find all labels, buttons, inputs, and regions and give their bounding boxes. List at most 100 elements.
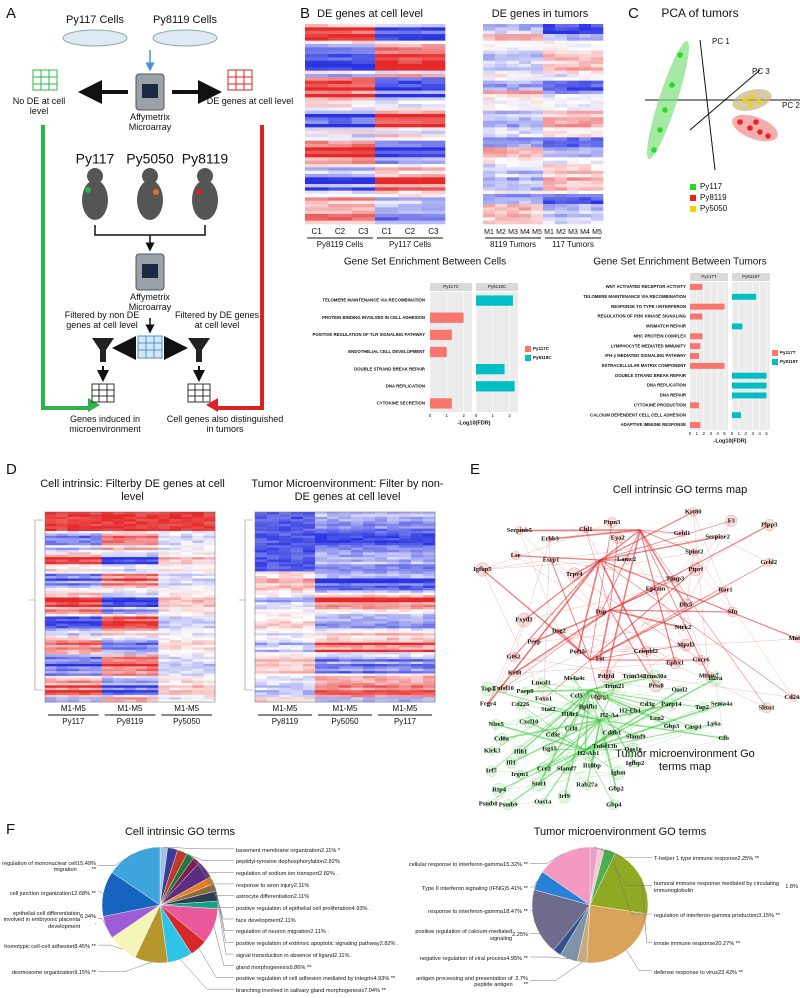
heatmap-cell <box>411 526 424 529</box>
heatmap-cell <box>279 516 292 520</box>
heatmap-cell <box>351 214 376 218</box>
heatmap-cell <box>531 50 544 55</box>
heatmap-cell <box>315 516 328 520</box>
heatmap-cell <box>579 44 592 48</box>
heatmap-cell <box>387 637 400 641</box>
heatmap-cell <box>421 127 446 131</box>
slice-label-text: 2.11% <box>280 917 296 924</box>
heatmap-cell <box>124 623 136 627</box>
heatmap-cell <box>315 642 328 646</box>
heatmap-cell <box>45 630 57 634</box>
heatmap-cell <box>507 87 520 91</box>
heatmap-cell <box>507 120 520 125</box>
heatmap-cell <box>327 588 340 591</box>
heatmap-cell <box>45 578 57 582</box>
heatmap-cell <box>124 514 136 518</box>
heatmap-cell <box>255 671 268 674</box>
heatmap-cell <box>411 523 424 527</box>
gene-label: Ccl5 <box>570 693 583 700</box>
heatmap-cell <box>327 604 340 608</box>
heatmap-cell <box>255 583 268 586</box>
network-node <box>543 742 556 756</box>
heatmap-cell <box>79 516 91 520</box>
heatmap-cell <box>351 197 376 201</box>
heatmap-cell <box>399 642 412 646</box>
heatmap-cell <box>147 545 159 548</box>
heatmap-cell <box>351 559 364 563</box>
heatmap-cell <box>279 542 292 546</box>
heatmap-cell <box>113 528 125 532</box>
heatmap-cell <box>255 519 268 522</box>
gene-label: Cd3e <box>546 731 561 738</box>
heatmap-cell <box>147 516 159 520</box>
heatmap-cell <box>328 167 352 171</box>
heatmap-cell <box>181 533 193 537</box>
heatmap-cell <box>305 74 329 78</box>
heatmap-cell <box>411 590 424 594</box>
bar <box>430 398 452 409</box>
group-label: Py8119 <box>117 717 144 726</box>
heatmap-cell <box>351 683 364 686</box>
heatmap-cell <box>303 659 316 662</box>
heatmap-cell <box>531 174 544 178</box>
heatmap-cell <box>303 583 316 586</box>
heatmap-cell <box>279 533 292 537</box>
heatmap-cell <box>328 214 352 218</box>
heatmap-cell <box>327 550 340 553</box>
network-edge <box>543 704 648 770</box>
heatmap-cell <box>495 210 508 215</box>
heatmap-cell <box>67 542 80 546</box>
output-right-label-box: Cell genes also distinguished in tumors <box>165 414 285 435</box>
heatmap-cell <box>101 597 114 601</box>
heatmap-cell <box>135 569 148 572</box>
heatmap-cell <box>423 609 436 613</box>
heatmap-cell <box>495 30 508 35</box>
heatmap-cell <box>90 533 102 537</box>
microarray-icon <box>142 84 158 98</box>
heatmap-cell <box>101 645 114 648</box>
heatmap-cell <box>387 604 400 608</box>
heatmap-cell <box>421 147 446 151</box>
heatmap-cell <box>411 571 424 575</box>
heatmap-cell <box>423 564 436 567</box>
gene-label: Cxcl10 <box>519 718 538 725</box>
heatmap-cell <box>124 585 136 589</box>
heatmap-cell <box>327 611 340 615</box>
heatmap-cell <box>567 220 580 225</box>
heatmap-cell <box>45 673 57 677</box>
heatmap-cell <box>387 578 400 582</box>
heatmap-cell <box>399 652 412 655</box>
heatmap-cell <box>327 694 340 698</box>
heatmap-cell <box>305 27 329 31</box>
heatmap-cell <box>555 87 568 91</box>
heatmap-cell <box>351 100 376 105</box>
network-edge <box>574 678 680 691</box>
heatmap-cell <box>375 114 399 118</box>
heatmap-cell <box>351 140 376 145</box>
heatmap-cell <box>567 30 580 35</box>
heatmap-cell <box>124 652 136 655</box>
heatmap-cell <box>339 675 352 679</box>
heatmap-cell <box>543 40 556 45</box>
heatmap <box>45 512 216 703</box>
heatmap-cell <box>267 640 280 643</box>
heatmap-cell <box>67 533 80 537</box>
heatmap-cell <box>45 654 57 658</box>
heatmap-cell <box>351 80 376 85</box>
heatmap-cell <box>339 652 352 655</box>
heatmap-cell <box>399 678 412 681</box>
heatmap-cell <box>363 578 376 582</box>
heatmap-cell <box>203 595 216 598</box>
heatmap-cell <box>45 647 57 651</box>
network-edge <box>574 678 601 721</box>
heatmap-cell <box>315 635 328 639</box>
heatmap-cell <box>291 647 304 651</box>
heatmap-cell <box>423 690 436 693</box>
heatmap-cell <box>124 680 136 684</box>
heatmap-cell <box>56 578 68 582</box>
heatmap-cell <box>303 618 316 622</box>
heatmap-cell <box>375 80 399 85</box>
network-edge <box>715 678 724 739</box>
heatmap-cell <box>351 514 364 518</box>
slice-label-box: positive regulation of cell adhesion med… <box>236 972 401 988</box>
